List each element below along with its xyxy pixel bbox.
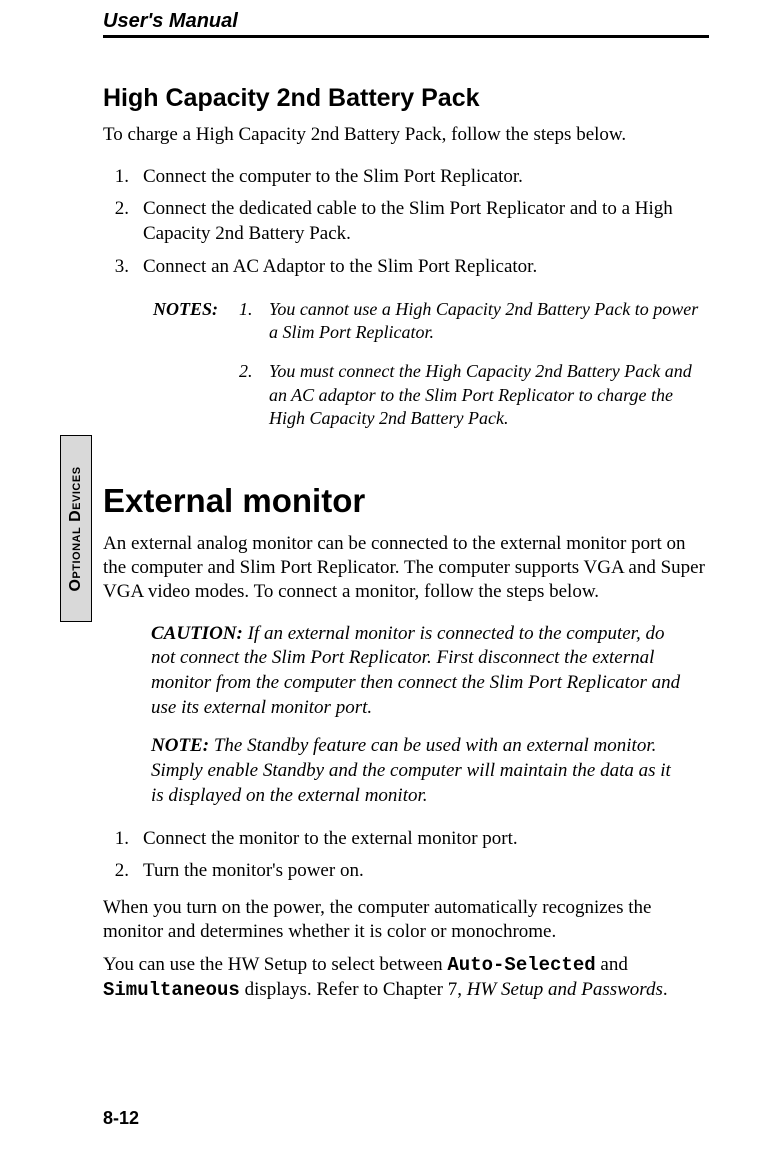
header-rule xyxy=(103,35,709,38)
code-text: Auto-Selected xyxy=(447,954,595,976)
step-number: 2. xyxy=(103,859,129,884)
list-item: 1. Connect the computer to the Slim Port… xyxy=(103,165,708,190)
note-number: 2. xyxy=(239,360,257,430)
list-item: 2. Connect the dedicated cable to the Sl… xyxy=(103,197,708,246)
notes-label: NOTES: xyxy=(153,298,225,447)
step-number: 1. xyxy=(103,165,129,190)
section1-step-list: 1. Connect the computer to the Slim Port… xyxy=(103,165,708,280)
list-item: 3. Connect an AC Adaptor to the Slim Por… xyxy=(103,255,708,280)
page: User's Manual Optional Devices High Capa… xyxy=(0,0,774,1159)
running-head: User's Manual xyxy=(103,10,709,33)
caution-block: CAUTION: If an external monitor is conne… xyxy=(151,622,686,721)
section2-para-1: When you turn on the power, the computer… xyxy=(103,896,708,944)
step-text: Connect the monitor to the external moni… xyxy=(143,827,708,852)
note-block: NOTE: The Standby feature can be used wi… xyxy=(151,734,686,808)
note-label: NOTE: xyxy=(151,735,209,756)
step-number: 3. xyxy=(103,255,129,280)
page-number: 8-12 xyxy=(103,1108,139,1129)
content-area: High Capacity 2nd Battery Pack To charge… xyxy=(103,70,708,1013)
list-item: 1. Connect the monitor to the external m… xyxy=(103,827,708,852)
code-text: Simultaneous xyxy=(103,979,240,1001)
step-text: Turn the monitor's power on. xyxy=(143,859,708,884)
text-fragment: displays. Refer to Chapter 7, xyxy=(240,979,467,1000)
text-fragment: and xyxy=(596,954,628,975)
step-text: Connect the dedicated cable to the Slim … xyxy=(143,197,708,246)
step-number: 2. xyxy=(103,197,129,246)
note-item: 2. You must connect the High Capacity 2n… xyxy=(239,360,708,430)
list-item: 2. Turn the monitor's power on. xyxy=(103,859,708,884)
step-text: Connect the computer to the Slim Port Re… xyxy=(143,165,708,190)
chapter-side-tab: Optional Devices xyxy=(60,435,92,622)
note-item: 1. You cannot use a High Capacity 2nd Ba… xyxy=(239,298,708,345)
text-fragment: You can use the HW Setup to select betwe… xyxy=(103,954,447,975)
chapter-side-tab-label: Optional Devices xyxy=(67,466,85,591)
section2-step-list: 1. Connect the monitor to the external m… xyxy=(103,827,708,884)
section2-heading: External monitor xyxy=(103,482,708,520)
note-text: You must connect the High Capacity 2nd B… xyxy=(269,360,708,430)
notes-items: 1. You cannot use a High Capacity 2nd Ba… xyxy=(239,298,708,447)
text-fragment: . xyxy=(663,979,668,1000)
caution-label: CAUTION: xyxy=(151,623,243,644)
step-text: Connect an AC Adaptor to the Slim Port R… xyxy=(143,255,708,280)
chapter-reference: HW Setup and Passwords xyxy=(467,979,663,1000)
section1-heading: High Capacity 2nd Battery Pack xyxy=(103,84,708,113)
step-number: 1. xyxy=(103,827,129,852)
section2-intro: An external analog monitor can be connec… xyxy=(103,532,708,603)
notes-block: NOTES: 1. You cannot use a High Capacity… xyxy=(153,298,708,447)
note-text: The Standby feature can be used with an … xyxy=(151,735,671,805)
section2-para-2: You can use the HW Setup to select betwe… xyxy=(103,953,708,1003)
note-number: 1. xyxy=(239,298,257,345)
note-text: You cannot use a High Capacity 2nd Batte… xyxy=(269,298,708,345)
section1-intro: To charge a High Capacity 2nd Battery Pa… xyxy=(103,123,708,147)
page-header: User's Manual xyxy=(103,10,709,46)
